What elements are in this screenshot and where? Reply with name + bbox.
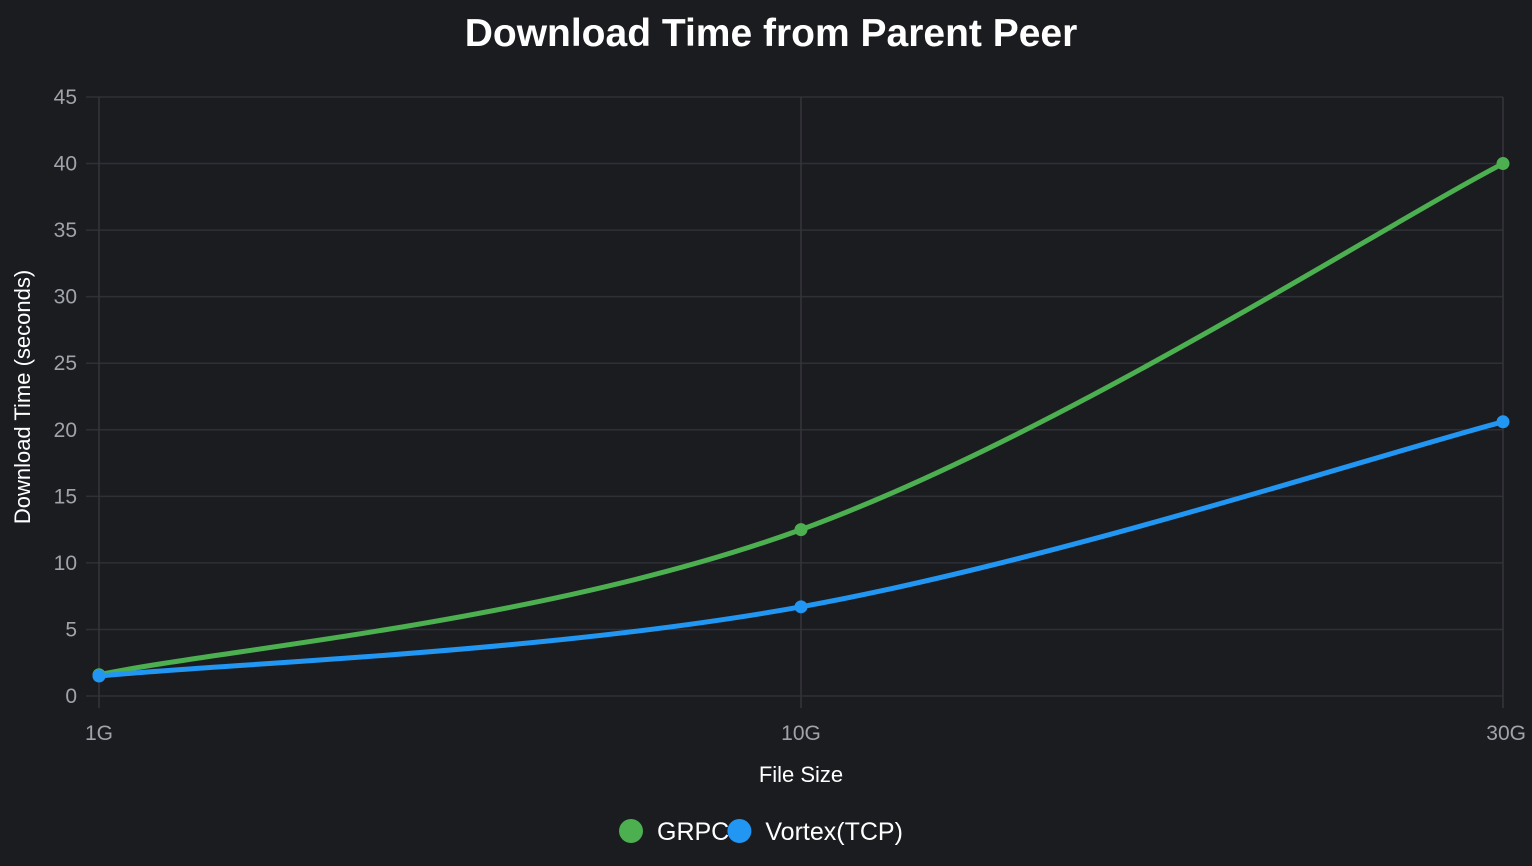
- legend[interactable]: GRPC Vortex(TCP): [619, 818, 903, 846]
- legend-label-vortex-tcp: Vortex(TCP): [765, 818, 903, 846]
- y-tick-label: 15: [54, 485, 77, 508]
- data-point-grpc[interactable]: [1496, 157, 1510, 171]
- legend-item-vortex-tcp[interactable]: Vortex(TCP): [727, 818, 903, 846]
- y-axis-ticks: 0 5 10 15 20 25 30 35 40 45: [54, 86, 77, 708]
- legend-label-grpc: GRPC: [657, 818, 729, 846]
- data-point-vortex-tcp[interactable]: [794, 600, 808, 614]
- y-tick-label: 5: [65, 618, 77, 641]
- x-axis-label: File Size: [759, 762, 843, 787]
- y-tick-label: 0: [65, 685, 77, 708]
- legend-item-grpc[interactable]: GRPC: [619, 818, 729, 846]
- data-point-grpc[interactable]: [794, 523, 808, 537]
- legend-marker-grpc: [619, 819, 643, 843]
- y-axis-label: Download Time (seconds): [10, 270, 35, 524]
- legend-marker-vortex-tcp: [727, 819, 752, 843]
- y-tick-label: 20: [54, 419, 77, 442]
- y-tick-label: 45: [54, 86, 77, 109]
- x-tick-label: 10G: [781, 722, 821, 745]
- y-tick-label: 40: [54, 153, 77, 176]
- y-tick-label: 35: [54, 219, 77, 242]
- chart-title: Download Time from Parent Peer: [465, 12, 1078, 55]
- data-point-vortex-tcp[interactable]: [1496, 415, 1510, 429]
- series-lines: [92, 157, 1510, 683]
- y-tick-label: 25: [54, 352, 77, 375]
- data-point-vortex-tcp[interactable]: [92, 669, 106, 683]
- grid: [86, 96, 1504, 708]
- x-tick-label: 1G: [85, 722, 113, 745]
- y-tick-label: 30: [54, 286, 77, 309]
- y-tick-label: 10: [54, 552, 77, 575]
- x-tick-label: 30G: [1486, 722, 1526, 745]
- x-axis-ticks: 1G 10G 30G: [85, 722, 1526, 745]
